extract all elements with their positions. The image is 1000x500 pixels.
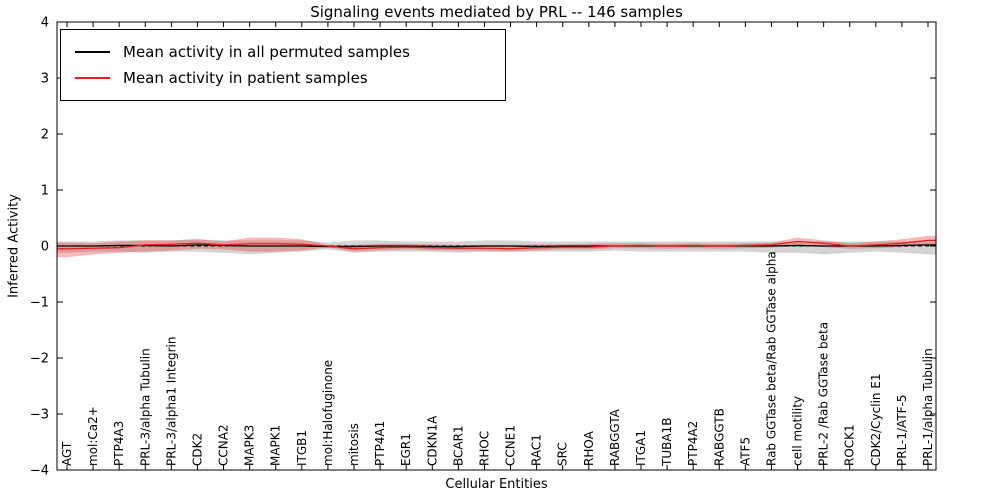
x-tick-label: RAC1 (530, 434, 544, 466)
x-tick-label: AGT (60, 441, 74, 466)
x-tick-label: RABGGTA (608, 408, 622, 466)
axes-frame (56, 21, 937, 471)
x-tick-label: CCNE1 (504, 425, 518, 466)
y-tick-label: 2 (41, 128, 49, 143)
x-tick-label: CCNA2 (217, 424, 231, 466)
x-tick-label: PTP4A2 (686, 421, 700, 466)
x-tick-label: ITGA1 (634, 430, 648, 466)
x-tick-label: ATF5 (738, 437, 752, 466)
x-tick-label: cell motility (791, 396, 805, 466)
x-tick-label: ITGB1 (295, 430, 309, 466)
x-tick-label: RHOC (477, 431, 491, 466)
x-tick-label: PRL-3/alpha Tubulin (138, 348, 152, 466)
x-tick-label: mol:Halofuginone (321, 360, 335, 466)
x-tick-label: PTP4A3 (112, 421, 126, 466)
x-tick-label: RHOA (582, 430, 596, 466)
x-tick-label: MAPK3 (243, 425, 257, 466)
x-tick-label: PRL-1/ATF-5 (895, 394, 909, 466)
chart-title: Signaling events mediated by PRL -- 146 … (310, 3, 683, 21)
x-tick-label: EGR1 (399, 433, 413, 466)
y-tick-label: 1 (41, 184, 49, 199)
x-tick-label: BCAR1 (451, 425, 465, 466)
legend-item-permuted: Mean activity in all permuted samples (75, 39, 505, 65)
x-tick-label: CDK2/Cyclin E1 (869, 373, 883, 466)
legend-item-patient: Mean activity in patient samples (75, 65, 505, 91)
x-tick-label: PTP4A1 (373, 421, 387, 466)
x-tick-label: PRL-2 /Rab GGTase beta (817, 322, 831, 466)
x-tick-label: TUBA1B (660, 418, 674, 467)
x-tick-label: mol:Ca2+ (86, 406, 100, 466)
x-tick-label: SRC (556, 442, 570, 466)
y-tick-label: 3 (41, 72, 49, 87)
x-axis-label: Cellular Entities (445, 477, 548, 492)
legend: Mean activity in all permuted samples Me… (60, 29, 506, 101)
x-tick-label: MAPK1 (269, 425, 283, 466)
x-tick-label: Rab GGTase beta/Rab GGTase alpha (764, 251, 778, 466)
x-tick-label: PRL-1/alpha Tubulin (921, 348, 935, 466)
series-line-0 (57, 244, 936, 248)
confidence-band-0 (57, 239, 936, 255)
x-tick-label: mitosis (347, 423, 361, 466)
legend-label-patient: Mean activity in patient samples (123, 69, 368, 87)
y-tick-label: −4 (30, 464, 49, 479)
y-tick-label: −2 (30, 352, 49, 367)
y-tick-label: 0 (41, 240, 49, 255)
x-tick-label: ROCK1 (843, 424, 857, 466)
x-tick-label: CDKN1A (425, 415, 439, 466)
x-tick-label: RABGGTB (712, 408, 726, 466)
x-tick-label: PRL-3/alpha1 Integrin (164, 337, 178, 467)
legend-label-permuted: Mean activity in all permuted samples (123, 43, 410, 61)
x-tick-label: CDK2 (190, 433, 204, 466)
y-tick-label: 4 (41, 16, 49, 31)
legend-line-permuted (75, 51, 110, 53)
y-tick-label: −1 (30, 296, 49, 311)
legend-line-patient (75, 77, 110, 79)
y-tick-label: −3 (30, 408, 49, 423)
series-line-1 (57, 239, 936, 250)
